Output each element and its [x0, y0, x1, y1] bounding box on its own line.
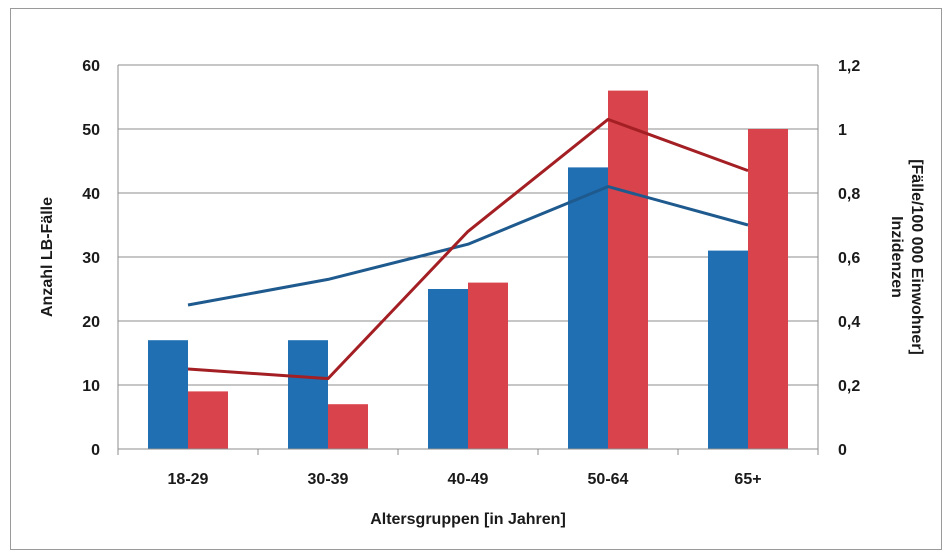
x-tick-label: 65+	[734, 471, 761, 488]
bar	[428, 289, 468, 449]
bar-series	[148, 90, 788, 449]
y2-tick-label: 0	[838, 442, 847, 459]
y-tick-label: 50	[82, 122, 100, 139]
y2-axis-title-line1: Inzidenzen	[888, 216, 905, 298]
y2-tick-label: 1,2	[838, 58, 860, 75]
y-tick-label: 40	[82, 186, 100, 203]
y-tick-label: 10	[82, 378, 100, 395]
y2-tick-label: 0,4	[838, 314, 860, 331]
bar	[608, 90, 648, 449]
y-axis-title: Anzahl LB-Fälle	[39, 197, 56, 317]
y-tick-label: 20	[82, 314, 100, 331]
y-tick-labels: 0 10 20 30 40 50 60	[82, 58, 100, 459]
series-line	[187, 185, 749, 307]
y2-axis-title-line2: [Fälle/100 000 Einwohner]	[908, 159, 925, 355]
y2-tick-labels: 0 0,2 0,4 0,6 0,8 1 1,2	[838, 58, 860, 459]
bar	[188, 391, 228, 449]
bar	[288, 340, 328, 449]
y2-tick-label: 1	[838, 122, 847, 139]
x-tick-label: 30-39	[308, 471, 349, 488]
y2-tick-label: 0,8	[838, 186, 860, 203]
gridlines	[118, 64, 818, 386]
y-tick-label: 30	[82, 250, 100, 267]
y-tick-label: 60	[82, 58, 100, 75]
y2-tick-label: 0,2	[838, 378, 860, 395]
line-series	[187, 117, 749, 381]
bar	[468, 282, 508, 449]
x-tick-label: 50-64	[588, 471, 629, 488]
x-tick-label: 18-29	[168, 471, 209, 488]
series-line	[187, 117, 749, 381]
bar	[328, 404, 368, 449]
axes	[117, 65, 819, 455]
x-tick-labels: 18-29 30-39 40-49 50-64 65+	[168, 471, 762, 488]
bar	[748, 129, 788, 449]
y2-tick-label: 0,6	[838, 250, 860, 267]
bar	[568, 167, 608, 449]
bar	[708, 250, 748, 449]
x-tick-label: 40-49	[448, 471, 489, 488]
x-axis-title: Altersgruppen [in Jahren]	[370, 511, 566, 528]
bar	[148, 340, 188, 449]
y-tick-label: 0	[91, 442, 100, 459]
